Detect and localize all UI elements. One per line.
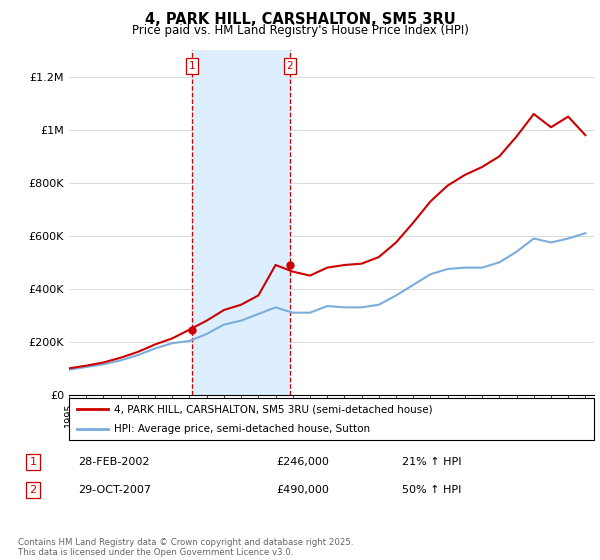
Text: 29-OCT-2007: 29-OCT-2007	[78, 485, 151, 495]
Text: 1: 1	[29, 457, 37, 467]
Text: £246,000: £246,000	[276, 457, 329, 467]
Text: 21% ↑ HPI: 21% ↑ HPI	[402, 457, 461, 467]
Text: 4, PARK HILL, CARSHALTON, SM5 3RU: 4, PARK HILL, CARSHALTON, SM5 3RU	[145, 12, 455, 27]
Text: Contains HM Land Registry data © Crown copyright and database right 2025.
This d: Contains HM Land Registry data © Crown c…	[18, 538, 353, 557]
Text: 28-FEB-2002: 28-FEB-2002	[78, 457, 149, 467]
Text: 4, PARK HILL, CARSHALTON, SM5 3RU (semi-detached house): 4, PARK HILL, CARSHALTON, SM5 3RU (semi-…	[113, 404, 432, 414]
Text: 2: 2	[287, 61, 293, 71]
Text: £490,000: £490,000	[276, 485, 329, 495]
Text: 50% ↑ HPI: 50% ↑ HPI	[402, 485, 461, 495]
Text: 2: 2	[29, 485, 37, 495]
Text: 1: 1	[189, 61, 196, 71]
Text: Price paid vs. HM Land Registry's House Price Index (HPI): Price paid vs. HM Land Registry's House …	[131, 24, 469, 36]
Text: HPI: Average price, semi-detached house, Sutton: HPI: Average price, semi-detached house,…	[113, 424, 370, 433]
Bar	[192, 50, 290, 395]
